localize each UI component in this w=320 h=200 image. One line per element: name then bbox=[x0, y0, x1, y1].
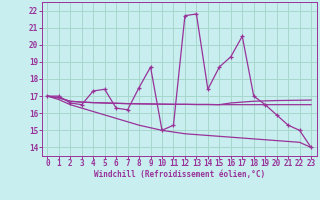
X-axis label: Windchill (Refroidissement éolien,°C): Windchill (Refroidissement éolien,°C) bbox=[94, 170, 265, 179]
